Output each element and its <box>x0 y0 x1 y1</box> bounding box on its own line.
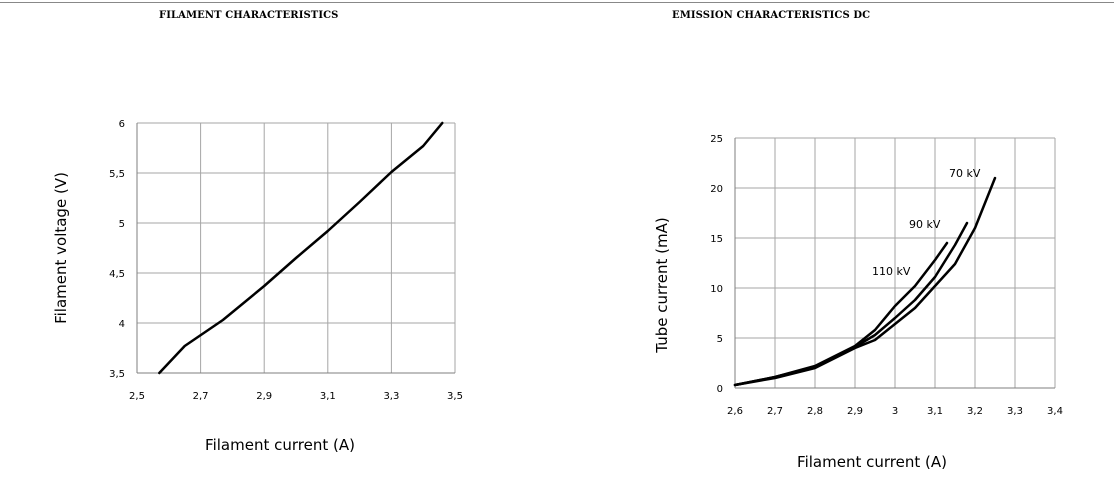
emission-x-tick-label: 3,4 <box>1047 406 1063 417</box>
emission-y-tick-label: 20 <box>710 184 723 195</box>
emission-x-tick-label: 2,8 <box>807 406 823 417</box>
emission-y-tick-label: 10 <box>710 284 723 295</box>
filament-y-tick-label: 6 <box>119 119 125 130</box>
emission-x-axis-title: Filament current (A) <box>797 453 947 471</box>
emission-y-tick-label: 15 <box>710 234 723 245</box>
filament-x-tick-label: 2,5 <box>129 391 145 402</box>
emission-series-label: 70 kV <box>949 167 981 180</box>
filament-y-tick-label: 3,5 <box>109 369 125 380</box>
filament-chart-title: FILAMENT CHARACTERISTICS <box>159 10 339 21</box>
emission-x-tick-label: 2,6 <box>727 406 743 417</box>
filament-y-tick-label: 4,5 <box>109 269 125 280</box>
emission-y-axis-title: Tube current (mA) <box>653 217 671 353</box>
filament-x-tick-label: 2,9 <box>256 391 272 402</box>
emission-x-tick-label: 3,3 <box>1007 406 1023 417</box>
emission-y-tick-label: 25 <box>710 134 723 145</box>
emission-series-line-90kv <box>733 221 969 387</box>
emission-x-tick-label: 2,9 <box>847 406 863 417</box>
filament-x-tick-label: 2,7 <box>193 391 209 402</box>
filament-x-tick-label: 3,1 <box>320 391 336 402</box>
emission-x-tick-label: 3 <box>892 406 898 417</box>
emission-x-tick-label: 2,7 <box>767 406 783 417</box>
emission-y-tick-label: 0 <box>717 384 723 395</box>
emission-series-line-70kv <box>733 176 997 387</box>
filament-y-tick-label: 5 <box>119 219 125 230</box>
emission-series-label: 110 kV <box>872 265 911 278</box>
emission-x-tick-label: 3,2 <box>967 406 983 417</box>
emission-x-tick-label: 3,1 <box>927 406 943 417</box>
filament-x-tick-label: 3,3 <box>383 391 399 402</box>
filament-y-axis-title: Filament voltage (V) <box>52 172 70 324</box>
filament-x-axis-title: Filament current (A) <box>205 436 355 454</box>
emission-y-tick-label: 5 <box>717 334 723 345</box>
top-border-line <box>0 2 1114 3</box>
emission-chart-title: EMISSION CHARACTERISTICS DC <box>672 10 871 21</box>
emission-series-line-110kv <box>733 241 949 387</box>
filament-y-tick-label: 4 <box>119 319 125 330</box>
filament-series-line <box>158 121 444 375</box>
filament-y-tick-label: 5,5 <box>109 169 125 180</box>
filament-x-tick-label: 3,5 <box>447 391 463 402</box>
emission-series-label: 90 kV <box>909 218 941 231</box>
